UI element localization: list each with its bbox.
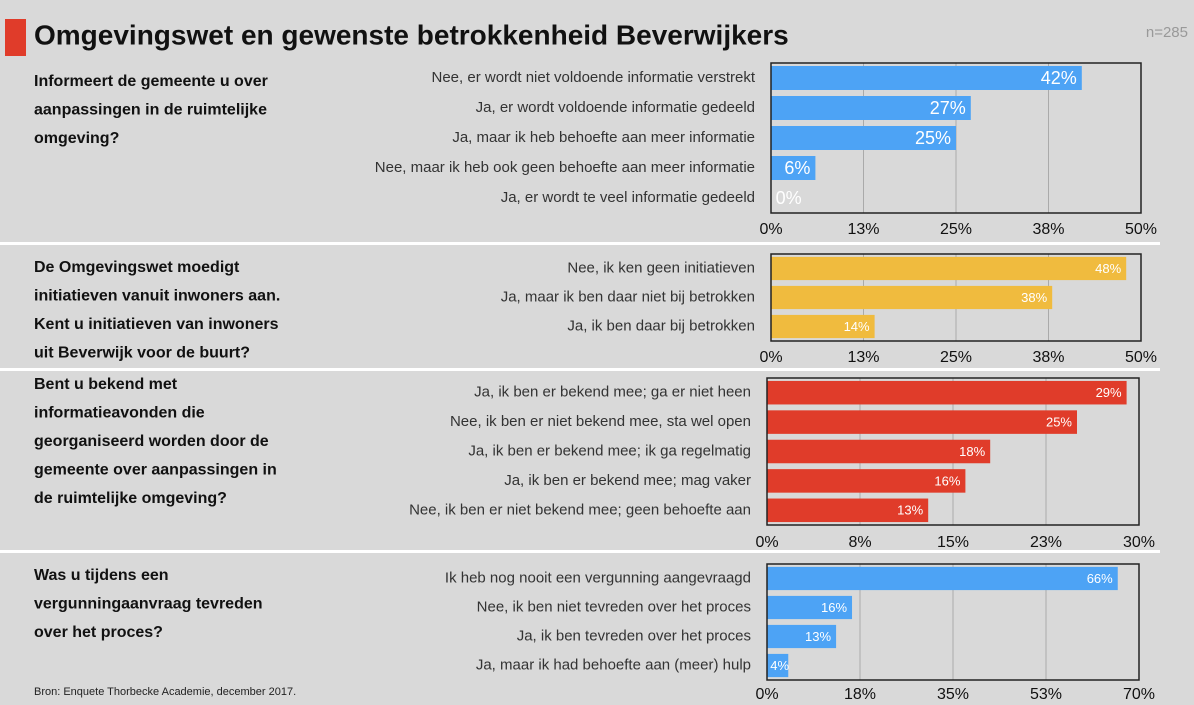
x-tick-label: 0%: [759, 221, 782, 238]
question-line: uit Beverwijk voor de buurt?: [34, 345, 250, 362]
value-label: 48%: [1095, 261, 1121, 276]
bar: [767, 595, 853, 620]
bar: [767, 653, 789, 678]
separator: [0, 242, 1160, 245]
value-label: 66%: [1087, 571, 1113, 586]
bar: [771, 126, 956, 150]
category-label: Ja, er wordt te veel informatie gedeeld: [501, 189, 755, 206]
question-line: Was u tijdens een: [34, 567, 169, 584]
category-label: Ik heb nog nooit een vergunning aangevra…: [445, 569, 751, 586]
x-tick-label: 30%: [1123, 534, 1155, 551]
bar: [771, 285, 1053, 310]
category-label: Nee, ik ken geen initiatieven: [567, 259, 755, 276]
bar: [771, 156, 816, 180]
category-label: Nee, ik ben er niet bekend mee, sta wel …: [450, 413, 751, 430]
value-label: 13%: [805, 629, 831, 644]
value-label: 25%: [915, 128, 951, 148]
question-line: De Omgevingswet moedigt: [34, 259, 240, 276]
x-tick-label: 0%: [759, 349, 782, 366]
question-line: omgeving?: [34, 130, 119, 147]
x-tick-label: 70%: [1123, 686, 1155, 703]
x-tick-label: 13%: [847, 349, 879, 366]
category-label: Ja, maar ik had behoefte aan (meer) hulp: [476, 656, 751, 673]
category-label: Ja, er wordt voldoende informatie gedeel…: [476, 99, 755, 116]
x-tick-label: 13%: [847, 221, 879, 238]
question-line: Bent u bekend met: [34, 376, 178, 393]
x-tick-label: 38%: [1032, 221, 1064, 238]
bar: [767, 439, 991, 464]
x-tick-label: 23%: [1030, 534, 1062, 551]
category-label: Ja, ik ben er bekend mee; ga er niet hee…: [474, 384, 751, 401]
question-line: gemeente over aanpassingen in: [34, 462, 277, 479]
page-title: Omgevingswet en gewenste betrokkenheid B…: [34, 19, 789, 50]
separator: [0, 368, 1160, 371]
x-tick-label: 50%: [1125, 349, 1157, 366]
question-line: over het proces?: [34, 624, 163, 641]
x-tick-label: 35%: [937, 686, 969, 703]
question-line: aanpassingen in de ruimtelijke: [34, 102, 267, 119]
x-tick-label: 8%: [848, 534, 871, 551]
question-line: informatieavonden die: [34, 405, 205, 422]
value-label: 29%: [1096, 385, 1122, 400]
bar: [771, 66, 1082, 90]
category-label: Nee, ik ben niet tevreden over het proce…: [477, 598, 751, 615]
x-tick-label: 0%: [755, 686, 778, 703]
category-label: Ja, ik ben daar bij betrokken: [567, 317, 755, 334]
value-label: 38%: [1021, 290, 1047, 305]
x-tick-label: 50%: [1125, 221, 1157, 238]
bar: [771, 96, 971, 120]
plot-frame: [770, 62, 1142, 214]
title-marker: [5, 19, 26, 56]
bar: [767, 624, 837, 649]
bar: [767, 498, 929, 523]
category-label: Nee, ik ben er niet bekend mee; geen beh…: [409, 501, 751, 518]
category-label: Nee, er wordt niet voldoende informatie …: [432, 69, 756, 86]
question-line: de ruimtelijke omgeving?: [34, 490, 227, 507]
x-tick-label: 38%: [1032, 349, 1064, 366]
x-tick-label: 25%: [940, 221, 972, 238]
category-label: Nee, maar ik heb ook geen behoefte aan m…: [375, 159, 755, 176]
x-tick-label: 15%: [937, 534, 969, 551]
category-label: Ja, maar ik ben daar niet bij betrokken: [501, 288, 755, 305]
value-label: 4%: [770, 658, 789, 673]
bar: [767, 380, 1127, 405]
x-tick-label: 25%: [940, 349, 972, 366]
question-line: Kent u initiatieven van inwoners: [34, 316, 279, 333]
question-line: vergunningaanvraag tevreden: [34, 596, 263, 613]
value-label: 27%: [930, 98, 966, 118]
x-tick-label: 53%: [1030, 686, 1062, 703]
plot-frame: [766, 563, 1140, 681]
question-line: georganiseerd worden door de: [34, 433, 269, 450]
bar: [767, 410, 1077, 434]
question-line: initiatieven vanuit inwoners aan.: [34, 288, 280, 305]
category-label: Ja, maar ik heb behoefte aan meer inform…: [452, 129, 755, 146]
value-label: 16%: [821, 600, 847, 615]
plot-frame: [770, 253, 1142, 342]
sample-size: n=285: [1146, 24, 1188, 41]
bar: [767, 566, 1118, 591]
source: Bron: Enquete Thorbecke Academie, decemb…: [34, 686, 296, 698]
value-label: 18%: [959, 444, 985, 459]
bar: [771, 314, 875, 339]
plot-frame: [766, 377, 1140, 526]
value-label: 13%: [897, 503, 923, 518]
bar: [767, 469, 966, 493]
x-tick-label: 0%: [755, 534, 778, 551]
category-label: Ja, ik ben er bekend mee; mag vaker: [504, 472, 751, 489]
value-label: 6%: [784, 158, 810, 178]
question-line: Informeert de gemeente u over: [34, 73, 268, 90]
bar: [771, 256, 1127, 281]
value-label: 16%: [934, 473, 960, 488]
value-label: 25%: [1046, 415, 1072, 430]
category-label: Ja, ik ben er bekend mee; ik ga regelmat…: [468, 442, 751, 459]
separator: [0, 550, 1160, 553]
value-label: 42%: [1041, 68, 1077, 88]
value-label: 14%: [844, 319, 870, 334]
value-label: 0%: [776, 188, 802, 208]
x-tick-label: 18%: [844, 686, 876, 703]
category-label: Ja, ik ben tevreden over het proces: [517, 627, 751, 644]
